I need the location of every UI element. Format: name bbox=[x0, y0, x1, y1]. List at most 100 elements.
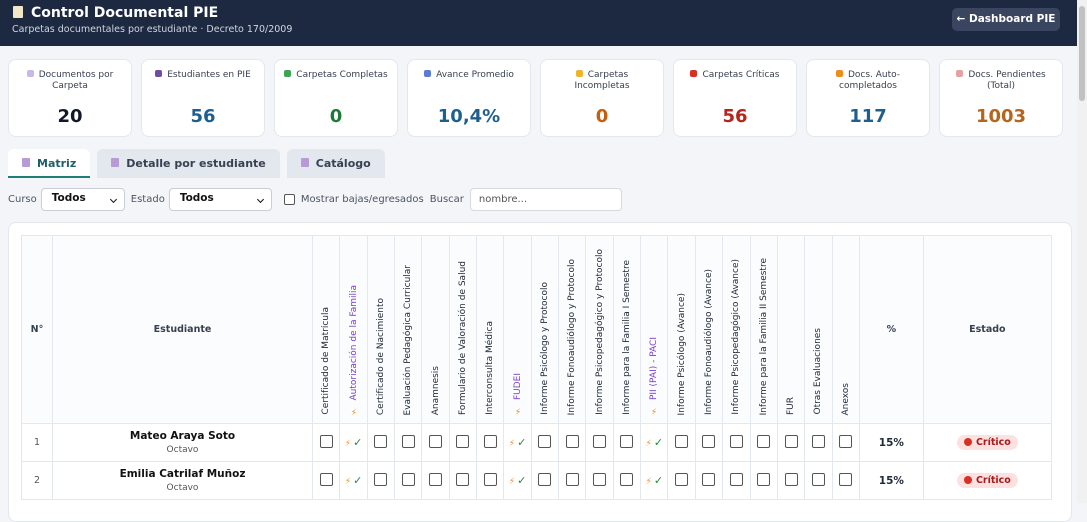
header: Control Documental PIE Carpetas document… bbox=[0, 0, 1077, 46]
document-checkbox[interactable] bbox=[456, 472, 470, 486]
header-document: Informe Psicólogo (Avance) bbox=[667, 235, 696, 424]
document-checkbox[interactable] bbox=[702, 472, 716, 486]
document-checkbox[interactable] bbox=[811, 472, 825, 486]
document-cell bbox=[448, 461, 478, 500]
dashboard-button[interactable]: ← Dashboard PIE bbox=[952, 8, 1060, 31]
document-checkbox[interactable] bbox=[593, 434, 607, 448]
tab[interactable]: Catálogo bbox=[286, 149, 385, 178]
document-checkbox[interactable] bbox=[675, 434, 689, 448]
document-checkbox[interactable] bbox=[757, 434, 771, 448]
inactive-label: Mostrar bajas/egresados bbox=[300, 194, 424, 205]
header-document-wrap: Informe para la Familia II Semestre bbox=[759, 258, 769, 415]
document-checkbox[interactable] bbox=[374, 434, 388, 448]
stat-card: Documentos por Carpeta 20 bbox=[8, 59, 132, 137]
stat-value: 56 bbox=[722, 106, 748, 127]
document-checkbox[interactable] bbox=[620, 434, 634, 448]
stat-label-wrap: Docs. Pendientes (Total) bbox=[946, 70, 1056, 92]
header-pct: % bbox=[858, 235, 924, 424]
document-checkbox[interactable] bbox=[565, 472, 579, 486]
status-select[interactable]: Todos bbox=[168, 188, 272, 211]
header-document: Anexos bbox=[831, 235, 860, 424]
stat-icon bbox=[155, 70, 163, 77]
document-cell bbox=[476, 423, 505, 462]
header-document-label: FUR bbox=[786, 396, 797, 415]
auto-check: ✓ bbox=[653, 436, 664, 449]
header-document: Otras Evaluaciones bbox=[804, 235, 833, 424]
document-cell bbox=[831, 461, 860, 500]
document-checkbox[interactable] bbox=[729, 434, 743, 448]
course-select[interactable]: Todos bbox=[40, 188, 125, 211]
header-document-wrap: Informe para la Familia I Semestre bbox=[622, 260, 632, 415]
document-cell bbox=[749, 461, 778, 500]
scroll-thumb[interactable] bbox=[1079, 6, 1085, 101]
status-dot bbox=[963, 438, 972, 446]
document-cell bbox=[804, 461, 833, 500]
document-checkbox[interactable] bbox=[483, 434, 497, 448]
stat-icon bbox=[956, 70, 964, 77]
document-cell bbox=[776, 461, 806, 500]
document-checkbox[interactable] bbox=[593, 472, 607, 486]
document-checkbox[interactable] bbox=[538, 434, 552, 448]
page: Control Documental PIE {"header": {"titl… bbox=[0, 0, 1087, 503]
document-checkbox[interactable] bbox=[319, 472, 333, 486]
header-document: ⚡ Autorización de la Familia bbox=[339, 235, 368, 424]
header-document-label: Otras Evaluaciones bbox=[813, 328, 824, 415]
document-checkbox[interactable] bbox=[429, 472, 443, 486]
header-document: Informe Psicopedagógico y Protocolo bbox=[585, 235, 614, 424]
document-checkbox[interactable] bbox=[784, 472, 798, 486]
document-checkbox[interactable] bbox=[401, 472, 415, 486]
header-document: Formulario de Valoración de Salud bbox=[448, 235, 478, 424]
header-document-wrap: Anamnesis bbox=[431, 366, 441, 415]
stat-value: 20 bbox=[57, 106, 83, 127]
stat-label: Docs. Auto-completados bbox=[839, 70, 901, 91]
header-document-label: Certificado de Matrícula bbox=[321, 307, 332, 415]
header-document-wrap: ⚡ Autorización de la Familia bbox=[349, 285, 359, 416]
auto-icon: ⚡ bbox=[508, 477, 516, 487]
document-checkbox[interactable] bbox=[538, 472, 552, 486]
document-cell bbox=[421, 461, 450, 500]
tab-icon bbox=[300, 158, 309, 167]
document-checkbox[interactable] bbox=[620, 472, 634, 486]
tab[interactable]: Detalle por estudiante bbox=[97, 149, 280, 178]
document-checkbox[interactable] bbox=[729, 472, 743, 486]
document-cell bbox=[667, 461, 696, 500]
document-checkbox[interactable] bbox=[839, 472, 853, 486]
stat-card: Carpetas Incompletas 0 bbox=[540, 59, 664, 137]
stat-card: Docs. Pendientes (Total) 1003 bbox=[939, 59, 1063, 137]
header-document: Certificado de Nacimiento bbox=[366, 235, 396, 424]
document-cell bbox=[585, 423, 614, 462]
student-name: Emilia Catrilaf Muñoz bbox=[119, 468, 246, 480]
inactive-checkbox[interactable] bbox=[283, 194, 295, 205]
document-checkbox[interactable] bbox=[811, 434, 825, 448]
tab[interactable]: Matriz bbox=[8, 149, 91, 178]
document-cell bbox=[530, 423, 560, 462]
header-document-wrap: ⚡ PII (PAI) - PACI bbox=[649, 337, 659, 415]
scrollbar[interactable] bbox=[1077, 0, 1087, 503]
student-cell: Emilia Catrilaf Muñoz Octavo bbox=[52, 461, 313, 500]
document-checkbox[interactable] bbox=[456, 434, 470, 448]
document-checkbox[interactable] bbox=[839, 434, 853, 448]
document-checkbox[interactable] bbox=[565, 434, 579, 448]
document-checkbox[interactable] bbox=[401, 434, 415, 448]
header-num: N° bbox=[21, 235, 53, 424]
document-checkbox[interactable] bbox=[374, 472, 388, 486]
document-cell bbox=[366, 423, 396, 462]
document-checkbox[interactable] bbox=[429, 434, 443, 448]
document-checkbox[interactable] bbox=[483, 472, 497, 486]
document-checkbox[interactable] bbox=[784, 434, 798, 448]
search-input[interactable]: nombre... bbox=[469, 188, 622, 211]
stat-label: Estudiantes en PIE bbox=[167, 70, 251, 80]
title: Control Documental PIE bbox=[31, 5, 219, 21]
stat-label-wrap: Carpetas Críticas bbox=[680, 70, 790, 81]
document-cell bbox=[776, 423, 806, 462]
header-document-label: Informe para la Familia I Semestre bbox=[621, 260, 632, 415]
document-checkbox[interactable] bbox=[757, 472, 771, 486]
header-student: Estudiante bbox=[52, 235, 313, 424]
header-document-label: Informe Fonoaudiólogo y Protocolo bbox=[567, 258, 578, 415]
document-checkbox[interactable] bbox=[319, 434, 333, 448]
document-checkbox[interactable] bbox=[675, 472, 689, 486]
header-row: N° Estudiante Certificado de Matrícula ⚡ Aut… bbox=[21, 235, 1052, 424]
document-checkbox[interactable] bbox=[702, 434, 716, 448]
header-document: FUR bbox=[776, 235, 806, 424]
header-document: Informe Fonoaudiólogo y Protocolo bbox=[558, 235, 587, 424]
